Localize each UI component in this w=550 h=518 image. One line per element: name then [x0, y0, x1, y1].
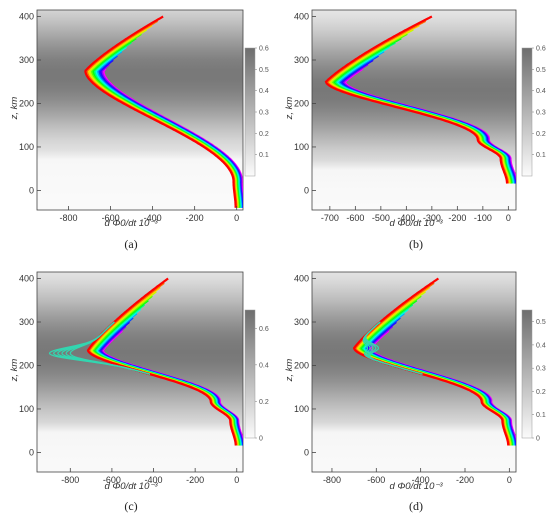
colorbar-tick-label: 0 — [259, 436, 263, 443]
plot-frame — [36, 9, 244, 211]
x-tick-label: -600 — [103, 475, 121, 485]
x-tick-label: -600 — [346, 213, 364, 223]
series-line — [324, 15, 509, 184]
x-tick-label: -200 — [186, 213, 204, 223]
colorbar — [244, 309, 256, 439]
colorbar-tick-label: 0.5 — [259, 67, 269, 74]
x-tick-label: -500 — [372, 213, 390, 223]
panel-a-caption: (a) — [124, 237, 137, 251]
colorbar-tick-label: 0.3 — [536, 110, 546, 117]
extra-series-line — [69, 321, 151, 375]
colorbar-tick-label: 0 — [536, 436, 540, 443]
x-tick-label: 0 — [234, 213, 239, 223]
colorbar-tick-label: 0.1 — [536, 152, 546, 159]
panel-c-xlabel: d Φ0/dt 10⁻³ — [104, 481, 158, 492]
panel-a-ylabel: z, km — [9, 97, 20, 121]
colorbar-tick-label: 0.4 — [536, 342, 546, 349]
colorbar-tick-label: 0.6 — [259, 326, 269, 333]
y-tick-label: 400 — [19, 274, 34, 284]
x-tick-label: -300 — [423, 213, 441, 223]
colorbar-tick-label: 0.2 — [536, 389, 546, 396]
x-tick-label: -600 — [102, 213, 120, 223]
panel-c-caption: (c) — [124, 499, 137, 513]
panel-d-ylabel: z, km — [284, 359, 295, 383]
panel-d: (d) d Φ0/dt 10⁻³ z, km -800 -600 -400 -200 0… — [284, 271, 546, 513]
colorbar-tick-label: 0.6 — [259, 46, 269, 53]
colorbar-tick-label: 0.1 — [259, 152, 269, 159]
x-tick-label: -400 — [145, 475, 163, 485]
x-tick-label: -700 — [321, 213, 339, 223]
y-tick-label: 200 — [19, 98, 34, 108]
panel-c: (c) d Φ0/dt 10⁻³ z, km -800 -600 -400 -200 0… — [9, 271, 269, 513]
x-tick-label: -200 — [448, 213, 466, 223]
colorbar-tick-label: 0.6 — [536, 46, 546, 53]
x-tick-label: 0 — [234, 475, 239, 485]
panel-a: (a) d Φ0/dt 10⁻³ z, km -800 -600 -400 -200 0… — [9, 9, 269, 251]
extra-series-line — [365, 321, 423, 375]
colorbar-tick-label: 0.5 — [536, 67, 546, 74]
colorbar — [244, 47, 256, 177]
x-tick-label: -800 — [60, 213, 78, 223]
panel-d-xlabel: d Φ0/dt 10⁻³ — [389, 481, 443, 492]
series-line — [84, 15, 237, 208]
series-group — [84, 15, 243, 208]
x-tick-label: 0 — [507, 475, 512, 485]
y-tick-label: 0 — [304, 185, 309, 195]
y-tick-label: 300 — [294, 55, 309, 65]
x-tick-label: -800 — [323, 475, 341, 485]
y-tick-label: 100 — [19, 142, 34, 152]
y-tick-label: 100 — [19, 404, 34, 414]
x-tick-label: -400 — [397, 213, 415, 223]
colorbar-tick-label: 0.4 — [536, 88, 546, 95]
colorbar-tick-label: 0.5 — [536, 319, 546, 326]
series-group — [48, 277, 243, 446]
y-tick-label: 400 — [294, 274, 309, 284]
y-tick-label: 300 — [294, 317, 309, 327]
panel-d-caption: (d) — [409, 499, 423, 513]
panel-b-xlabel: d Φ0/dt 10⁻³ — [389, 218, 443, 229]
colorbar-tick-label: 0.1 — [536, 412, 546, 419]
panel-b-ylabel: z, km — [284, 97, 295, 121]
y-tick-label: 300 — [19, 317, 34, 327]
plot-frame — [311, 271, 517, 473]
panel-b: (b) d Φ0/dt 10⁻³ z, km -700 -600 -500 -400-… — [284, 9, 546, 251]
colorbar-tick-label: 0.2 — [259, 399, 269, 406]
x-tick-label: -600 — [367, 475, 385, 485]
y-tick-label: 200 — [19, 360, 34, 370]
plot-frame — [36, 271, 244, 473]
colorbar-tick-label: 0.3 — [536, 366, 546, 373]
y-tick-label: 400 — [19, 12, 34, 22]
x-tick-label: -100 — [474, 213, 492, 223]
colorbar-tick-label: 0.2 — [259, 131, 269, 138]
y-tick-label: 200 — [294, 98, 309, 108]
plot-frame — [311, 9, 517, 211]
colorbar-tick-label: 0.3 — [259, 110, 269, 117]
y-tick-label: 100 — [294, 404, 309, 414]
y-tick-label: 0 — [29, 447, 34, 457]
y-tick-label: 200 — [294, 360, 309, 370]
panel-a-xlabel: d Φ0/dt 10⁻³ — [104, 218, 158, 229]
x-tick-label: -400 — [412, 475, 430, 485]
series-line — [86, 277, 237, 446]
panel-b-caption: (b) — [409, 237, 423, 251]
series-group — [352, 277, 516, 446]
y-tick-label: 300 — [19, 55, 34, 65]
y-tick-label: 100 — [294, 142, 309, 152]
colorbar-tick-label: 0.4 — [259, 88, 269, 95]
colorbar — [521, 47, 533, 177]
x-tick-label: -200 — [456, 475, 474, 485]
series-group — [324, 15, 516, 184]
y-tick-label: 0 — [304, 447, 309, 457]
y-tick-label: 400 — [294, 12, 309, 22]
x-tick-label: -200 — [186, 475, 204, 485]
x-tick-label: 0 — [506, 213, 511, 223]
colorbar — [521, 309, 533, 439]
colorbar-tick-label: 0.2 — [536, 131, 546, 138]
colorbar-tick-label: 0.4 — [259, 362, 269, 369]
panel-c-ylabel: z, km — [9, 359, 20, 383]
x-tick-label: -400 — [144, 213, 162, 223]
y-tick-label: 0 — [29, 185, 34, 195]
x-tick-label: -800 — [61, 475, 79, 485]
